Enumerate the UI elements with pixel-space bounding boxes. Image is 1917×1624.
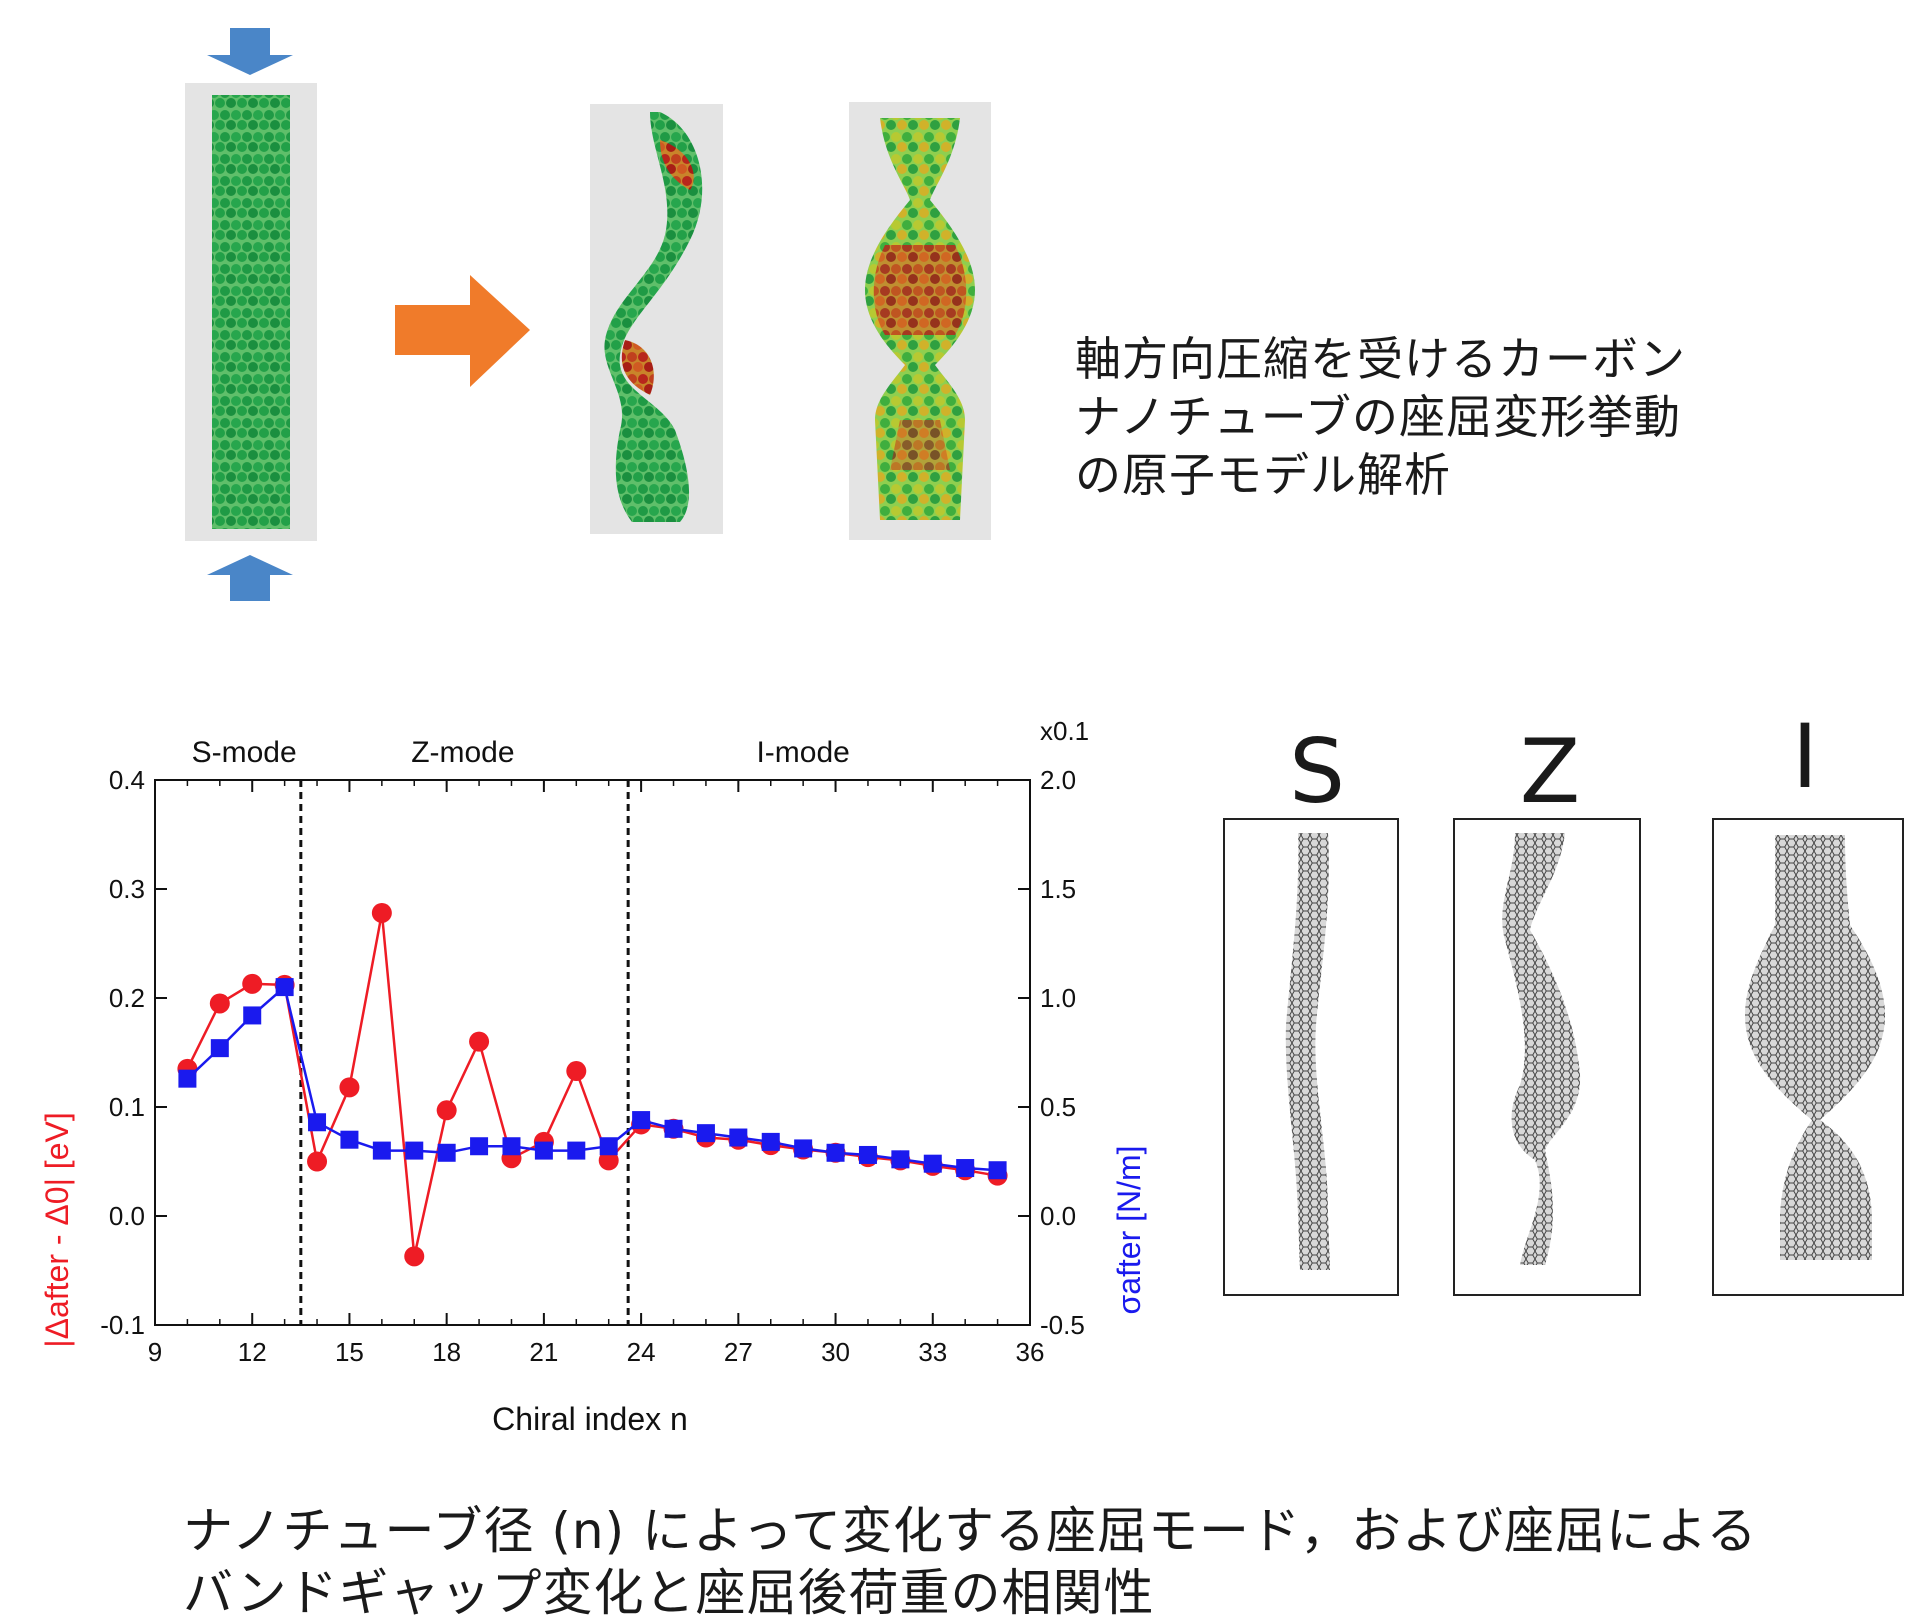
y-right-tick-label: 2.0 [1040,765,1076,795]
description-line-2: ナノチューブの座屈変形挙動 [1075,390,1681,444]
mode-label-z: Z [1519,720,1581,823]
right-axis-label: σafter [N/m] [1111,1145,1147,1314]
deformation-arrow-right-icon [395,275,530,387]
plot-frame [154,779,1031,1326]
load-point [826,1143,845,1162]
simulation-description: 軸方向圧縮を受けるカーボン ナノチューブの座屈変形挙動 の原子モデル解析 [1075,330,1686,504]
bandgap-point [566,1061,587,1082]
md-snapshots [185,28,991,601]
y-right-tick-label: 0.5 [1040,1092,1076,1122]
load-point [372,1141,391,1160]
load-point [178,1069,197,1088]
load-point [858,1145,877,1164]
compression-arrow-down-icon [207,28,293,75]
load-point [794,1139,813,1158]
x-tick-label: 24 [627,1337,656,1367]
load-point [210,1039,229,1058]
x-tick-label: 15 [335,1337,364,1367]
straight-nanotube-panel [185,83,317,541]
load-point [891,1150,910,1169]
caption-line-1: ナノチューブ径 (n) によって変化する座屈モード，および座屈による [183,1502,1758,1560]
bandgap-point [209,993,230,1014]
x-tick-label: 12 [238,1337,267,1367]
y-left-tick-label: 0.1 [109,1092,145,1122]
x-axis-label: Chiral index n [492,1401,688,1437]
x-tick-label: 21 [529,1337,558,1367]
bandgap-point [339,1077,360,1098]
y-right-tick-label: 0.0 [1040,1201,1076,1231]
description-line-3: の原子モデル解析 [1075,448,1451,502]
figure-caption: ナノチューブ径 (n) によって変化する座屈モード，および座屈による バンドギャ… [183,1500,1758,1624]
y-right-tick-label: 1.0 [1040,983,1076,1013]
x-tick-label: 30 [821,1337,850,1367]
y-right-tick-label: 1.5 [1040,874,1076,904]
load-point [696,1124,715,1143]
straight-nanotube [212,95,290,529]
x-tick-label: 9 [148,1337,162,1367]
load-point [761,1132,780,1151]
x-tick-label: 27 [724,1337,753,1367]
load-point [988,1161,1007,1180]
z-buckled-nanotube [604,112,703,522]
description-line-1: 軸方向圧縮を受けるカーボン [1075,332,1686,386]
load-point [534,1141,553,1160]
z-buckled-nanotube-panel [590,104,723,534]
i-mode-image [1712,818,1904,1296]
load-point [664,1119,683,1138]
caption-line-2: バンドギャップ変化と座屈後荷重の相関性 [183,1564,1155,1622]
load-point [502,1137,521,1156]
load-point [956,1159,975,1178]
bandgap-point [598,1150,619,1171]
x-tick-label: 36 [1016,1337,1045,1367]
y-left-tick-label: 0.2 [109,983,145,1013]
bandgap-point [469,1031,490,1052]
load-point [729,1128,748,1147]
i-buckled-nanotube-panel [849,102,991,540]
mode-region-label: S-mode [192,736,297,769]
compression-arrow-up-icon [207,555,293,601]
mode-label-i: I [1792,705,1818,808]
load-point [923,1154,942,1173]
load-point [340,1130,359,1149]
y-left-tick-label: 0.4 [109,765,145,795]
bandgap-load-chart: S-mode Z-mode I-mode 9 12 15 18 21 24 27 30 33 36-0… [39,716,1147,1437]
left-axis-label: |Δafter - Δ0| [eV] [39,1112,75,1347]
mode-label-s: S [1289,720,1345,823]
s-mode-image [1223,818,1399,1296]
right-axis-multiplier: x0.1 [1040,716,1089,746]
load-point [275,978,294,997]
load-point [437,1143,456,1162]
z-mode-image [1453,818,1641,1296]
load-point [632,1111,651,1130]
y-left-tick-label: -0.1 [100,1310,145,1340]
bandgap-point [307,1151,328,1172]
load-point [470,1137,489,1156]
load-point [599,1137,618,1156]
mode-region-label: I-mode [756,736,849,769]
y-left-tick-label: 0.0 [109,1201,145,1231]
load-point [405,1141,424,1160]
x-tick-label: 18 [432,1337,461,1367]
bandgap-point [371,902,392,923]
load-point [567,1141,586,1160]
load-point [243,1006,262,1025]
bandgap-point [436,1100,457,1121]
y-left-tick-label: 0.3 [109,874,145,904]
series-line-load [186,984,998,1172]
y-right-tick-label: -0.5 [1040,1310,1085,1340]
bandgap-point [242,973,263,994]
load-point [308,1113,327,1132]
bandgap-point [404,1246,425,1267]
mode-region-label: Z-mode [411,736,514,769]
x-tick-label: 33 [918,1337,947,1367]
mode-images [1223,818,1904,1296]
